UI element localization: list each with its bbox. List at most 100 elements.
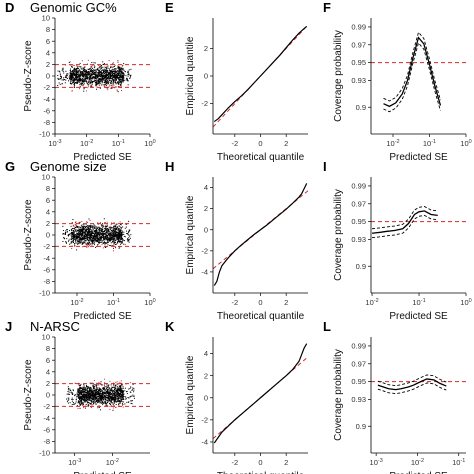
data-point — [87, 78, 89, 80]
data-point — [114, 75, 116, 77]
data-point — [91, 234, 93, 236]
data-point — [99, 396, 101, 398]
data-point — [80, 242, 82, 244]
data-point — [92, 393, 94, 395]
data-point — [101, 384, 103, 386]
data-point — [80, 400, 82, 402]
data-point — [88, 75, 90, 77]
data-point — [107, 65, 109, 67]
data-point — [97, 393, 99, 395]
data-point — [82, 76, 84, 78]
data-point — [121, 232, 122, 234]
data-point — [115, 232, 117, 234]
data-point — [114, 235, 116, 237]
y-tick-label: -6 — [43, 425, 50, 434]
data-point — [81, 231, 83, 233]
data-point — [91, 244, 93, 246]
data-point — [77, 234, 79, 236]
data-point — [94, 395, 96, 397]
data-point — [112, 230, 114, 232]
data-point — [94, 396, 96, 398]
data-point — [72, 71, 74, 73]
data-point — [103, 238, 105, 240]
data-point — [113, 83, 115, 85]
data-point — [87, 232, 89, 234]
data-point — [100, 239, 102, 241]
data-point — [103, 241, 105, 243]
data-point — [110, 70, 112, 72]
data-point — [83, 232, 85, 234]
data-point — [75, 236, 77, 238]
data-point — [89, 242, 91, 244]
data-point — [79, 400, 81, 402]
data-point — [83, 389, 85, 391]
data-point — [80, 230, 82, 232]
data-point — [126, 232, 128, 234]
data-point — [112, 227, 114, 229]
data-point — [108, 233, 110, 235]
data-point — [109, 235, 111, 237]
x-tick-label: 0 — [258, 298, 262, 307]
data-point — [116, 390, 118, 392]
data-point — [110, 399, 112, 401]
data-point — [95, 391, 97, 393]
data-point — [99, 400, 101, 402]
data-point — [122, 396, 124, 398]
data-point — [94, 77, 96, 79]
data-point — [93, 64, 95, 66]
data-point — [82, 234, 84, 236]
data-point — [92, 71, 94, 73]
data-point — [116, 389, 118, 391]
data-point — [82, 73, 84, 75]
data-point — [113, 394, 115, 396]
data-point — [117, 236, 119, 238]
data-point — [69, 69, 71, 71]
data-point — [97, 391, 99, 393]
data-point — [78, 80, 80, 82]
data-point — [93, 226, 95, 228]
data-point — [119, 231, 121, 233]
data-point — [76, 77, 78, 79]
data-point — [112, 396, 114, 398]
data-point — [119, 228, 121, 230]
y-tick-label: -6 — [43, 106, 50, 115]
data-point — [79, 230, 81, 232]
data-point — [67, 402, 69, 404]
data-point — [63, 238, 65, 240]
data-point — [112, 73, 114, 75]
data-point — [93, 396, 95, 398]
data-point — [109, 390, 111, 392]
data-point — [109, 75, 111, 77]
data-point — [88, 394, 90, 396]
data-point — [109, 239, 111, 241]
data-point — [87, 392, 89, 394]
data-point — [117, 71, 119, 73]
data-point — [86, 388, 88, 390]
x-tick-label: 2 — [284, 458, 288, 467]
data-point — [70, 74, 72, 76]
data-point — [117, 386, 119, 388]
data-point — [116, 400, 118, 402]
data-point — [108, 226, 110, 228]
data-point — [86, 398, 88, 400]
data-point — [73, 81, 75, 83]
data-point — [90, 390, 92, 392]
data-point — [95, 233, 97, 235]
data-point — [96, 228, 98, 230]
data-point — [102, 399, 104, 401]
data-point — [75, 75, 77, 77]
data-point — [112, 240, 114, 242]
data-point — [86, 74, 88, 76]
data-point — [83, 74, 85, 76]
data-point — [92, 390, 94, 392]
data-point — [107, 229, 109, 231]
data-point — [114, 81, 116, 83]
data-point — [88, 73, 90, 75]
data-point — [89, 68, 91, 70]
data-point — [87, 405, 89, 407]
data-point — [111, 230, 113, 232]
data-point — [92, 400, 94, 402]
data-point — [74, 68, 76, 70]
data-point — [122, 239, 124, 241]
data-point — [94, 80, 96, 82]
